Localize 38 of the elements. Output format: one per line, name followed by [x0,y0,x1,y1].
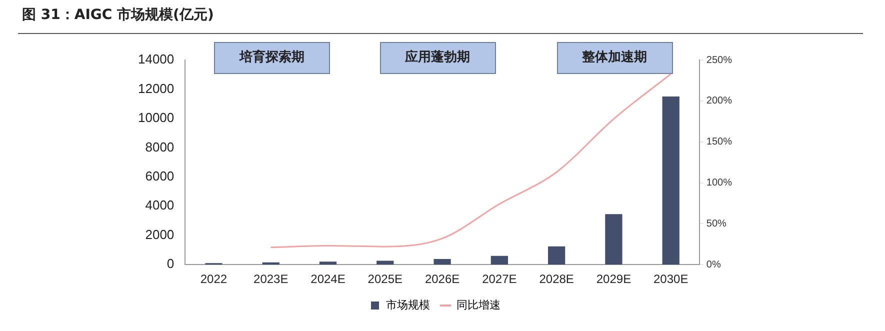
y2-tick-label: 150% [706,136,732,148]
phase-label-box: 培育探索期 [214,42,330,74]
y2-tick-label: 250% [706,54,732,66]
x-tick-label: 2030E [654,272,688,286]
x-tick-label: 2025E [368,272,402,286]
line-series [270,73,672,248]
bar [262,262,280,265]
legend-label: 市场规模 [386,298,430,312]
x-tick-label: 2023E [254,272,288,286]
x-tick-label: 2022 [200,272,228,286]
y2-tick-label: 0% [706,259,721,270]
phase-label-box: 应用蓬勃期 [380,42,496,74]
bar [662,96,680,265]
y-tick-label: 0 [166,256,174,272]
bar [548,246,566,265]
y2-tick-label: 50% [706,218,727,230]
y-tick-label: 10000 [138,110,174,126]
x-tick-label: 2029E [596,272,632,286]
chart-title: 图 31：AIGC 市场规模(亿元) [22,6,214,24]
y-tick-label: 2000 [145,226,174,242]
y2-tick-label: 100% [706,178,732,189]
x-tick-label: 2028E [539,272,574,286]
y-tick-label: 12000 [138,80,174,96]
bar [434,259,451,265]
legend-label: 同比增速 [456,298,500,312]
y-tick-label: 4000 [145,198,174,213]
phase-label-box: 整体加速期 [556,42,673,74]
bar [490,256,508,265]
bar [319,262,337,265]
y-tick-label: 6000 [145,168,174,184]
y2-tick-label: 200% [706,96,732,107]
x-tick-label: 2024E [310,272,346,286]
x-tick-label: 2027E [482,272,517,286]
bar [605,214,622,265]
bar [376,260,394,265]
y-tick-label: 14000 [138,52,174,67]
x-tick-label: 2026E [424,272,460,286]
y-tick-label: 8000 [145,139,174,154]
